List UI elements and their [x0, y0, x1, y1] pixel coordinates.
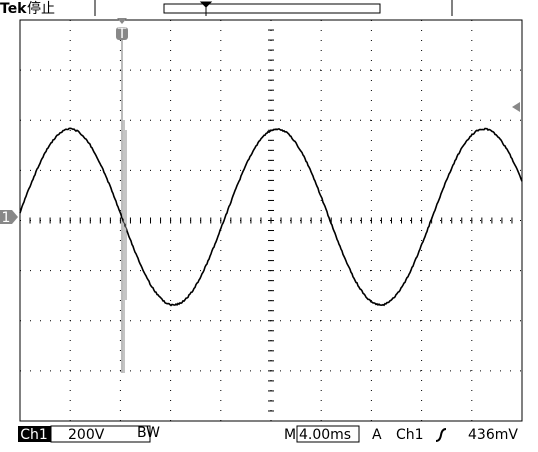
- trigger-mode: A: [372, 427, 382, 443]
- time-prefix: M: [284, 427, 296, 443]
- status: 停止: [27, 0, 55, 17]
- trigger-level: 436mV: [468, 427, 518, 443]
- channel-marker: 1: [2, 210, 11, 226]
- volts-per-div: 200V: [68, 427, 105, 443]
- glitch: [124, 120, 126, 373]
- edge-symbol: [436, 429, 446, 441]
- trigger-level-marker: [512, 102, 520, 112]
- record-bar: [164, 4, 380, 13]
- bandwidth: BW: [137, 425, 160, 441]
- brand: Tek: [0, 1, 27, 17]
- waveform: [20, 128, 522, 305]
- trigger-source: Ch1: [396, 427, 424, 443]
- trigger-arrow: [117, 18, 127, 24]
- graticule: [20, 20, 522, 421]
- trigger-position: [201, 2, 211, 16]
- trigger-marker: T: [117, 26, 127, 42]
- footer-channel: Ch1: [20, 427, 48, 443]
- time-per-div: 4.00ms: [299, 427, 351, 443]
